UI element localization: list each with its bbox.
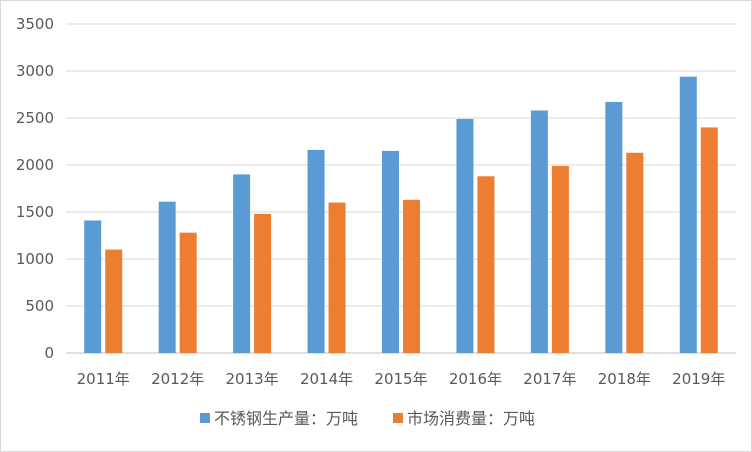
bar-consumption-7 (551, 165, 569, 353)
legend: 不锈钢生产量：万吨 市场消费量：万吨 (200, 409, 535, 428)
legend-swatch (200, 413, 210, 423)
bar-consumption-4 (328, 202, 346, 353)
y-tick-label: 500 (25, 297, 54, 315)
legend-swatch (393, 413, 403, 423)
x-tick-label: 2018年 (598, 370, 651, 388)
legend-label: 不锈钢生产量：万吨 (214, 409, 358, 428)
bar-production-4 (307, 149, 325, 353)
x-axis-ticks: 2011年 2012年 2013年 2014年 2015年 2016年 2017年 2018年… (77, 370, 726, 388)
y-tick-label: 3000 (16, 62, 54, 80)
y-tick-label: 3500 (16, 15, 54, 33)
bar-production-8 (605, 102, 623, 354)
bar-production-1 (84, 220, 102, 353)
x-tick-label: 2019年 (672, 370, 725, 388)
bar-consumption-3 (254, 213, 272, 353)
y-tick-label: 1500 (16, 203, 54, 221)
x-tick-label: 2011年 (77, 370, 130, 388)
x-tick-label: 2014年 (300, 370, 353, 388)
y-axis-ticks: 0 500 1000 1500 2000 2500 3000 3500 (16, 15, 54, 362)
x-tick-label: 2013年 (226, 370, 279, 388)
bar-consumption-8 (626, 152, 644, 353)
bar-consumption-6 (477, 176, 495, 353)
bars (84, 76, 718, 354)
bar-production-7 (530, 110, 548, 353)
bar-consumption-9 (700, 127, 718, 354)
bar-production-5 (382, 150, 399, 353)
x-tick-label: 2016年 (449, 370, 502, 388)
legend-label: 市场消费量：万吨 (407, 409, 535, 428)
y-tick-label: 2500 (16, 109, 54, 127)
y-tick-label: 1000 (16, 250, 54, 268)
y-tick-label: 0 (44, 344, 54, 362)
gridlines (66, 23, 736, 354)
bar-consumption-1 (105, 249, 123, 353)
bar-production-2 (158, 201, 176, 353)
bar-production-6 (456, 118, 474, 353)
bar-production-3 (233, 174, 251, 353)
bar-production-9 (679, 76, 697, 353)
x-tick-label: 2015年 (374, 370, 427, 388)
y-tick-label: 2000 (16, 156, 54, 174)
x-tick-label: 2012年 (151, 370, 204, 388)
bar-consumption-2 (179, 232, 197, 353)
bar-consumption-5 (403, 199, 420, 353)
x-tick-label: 2017年 (523, 370, 576, 388)
